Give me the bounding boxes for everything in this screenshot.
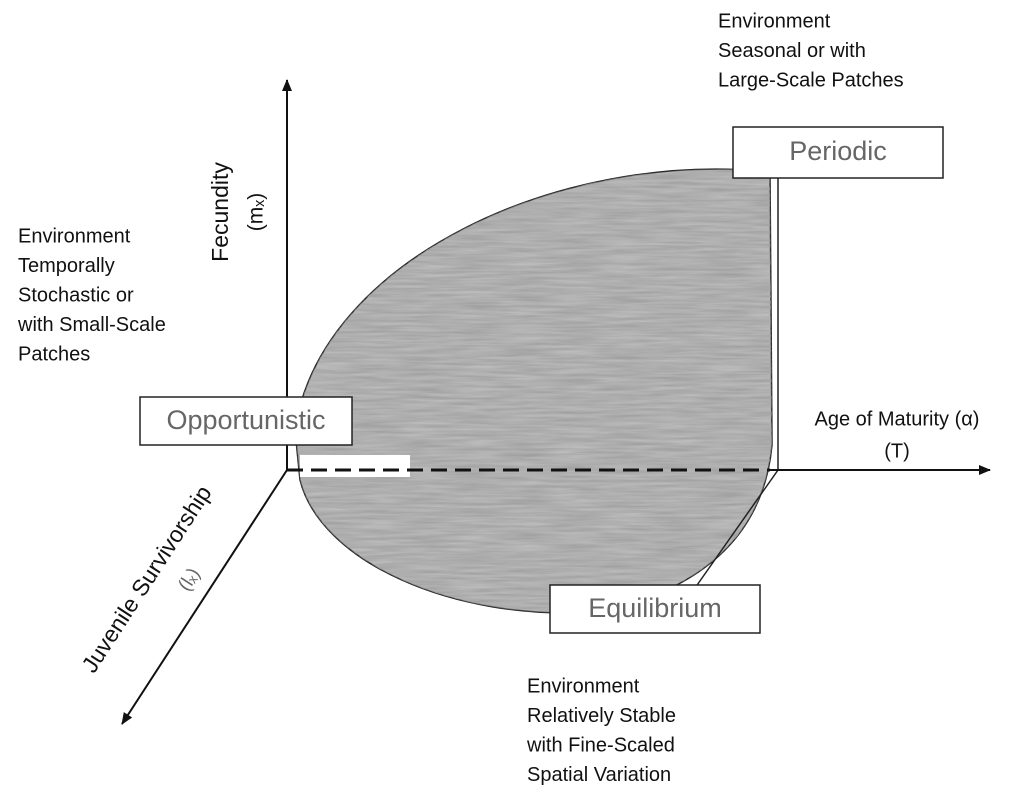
box [549, 584, 761, 634]
strategy-label: Periodic [789, 136, 887, 166]
environment-line: Spatial Variation [527, 764, 671, 786]
axis-label: Age of Maturity (α) [815, 408, 980, 430]
axis-label: Fecundity [207, 162, 233, 262]
environment-line: Stochastic or [18, 284, 134, 306]
environment-line: Relatively Stable [527, 705, 676, 727]
box [732, 126, 944, 179]
environment-line: Environment [18, 225, 131, 247]
environment-line: Environment [527, 675, 640, 697]
environment-line: Large-Scale Patches [718, 69, 904, 91]
axis-symbol: (lₓ) [174, 564, 204, 595]
axis-symbol: (mₓ) [245, 193, 268, 231]
environment-notes: Environment Seasonal or with Large-Scale P… [17, 10, 904, 786]
strategy-label: Opportunistic [166, 405, 325, 435]
strategy-surface [294, 168, 779, 614]
environment-line: with Small-Scale [17, 314, 166, 336]
diagonal-axis [121, 469, 288, 725]
environment-line: Temporally [18, 255, 115, 277]
environment-line: with Fine-Scaled [526, 734, 675, 756]
axis-symbol: (T) [884, 440, 910, 462]
box [139, 396, 353, 446]
environment-line: Patches [18, 343, 90, 365]
environment-line: Environment [718, 10, 831, 32]
environment-line: Seasonal or with [718, 40, 866, 62]
strategy-label: Equilibrium [588, 593, 722, 623]
